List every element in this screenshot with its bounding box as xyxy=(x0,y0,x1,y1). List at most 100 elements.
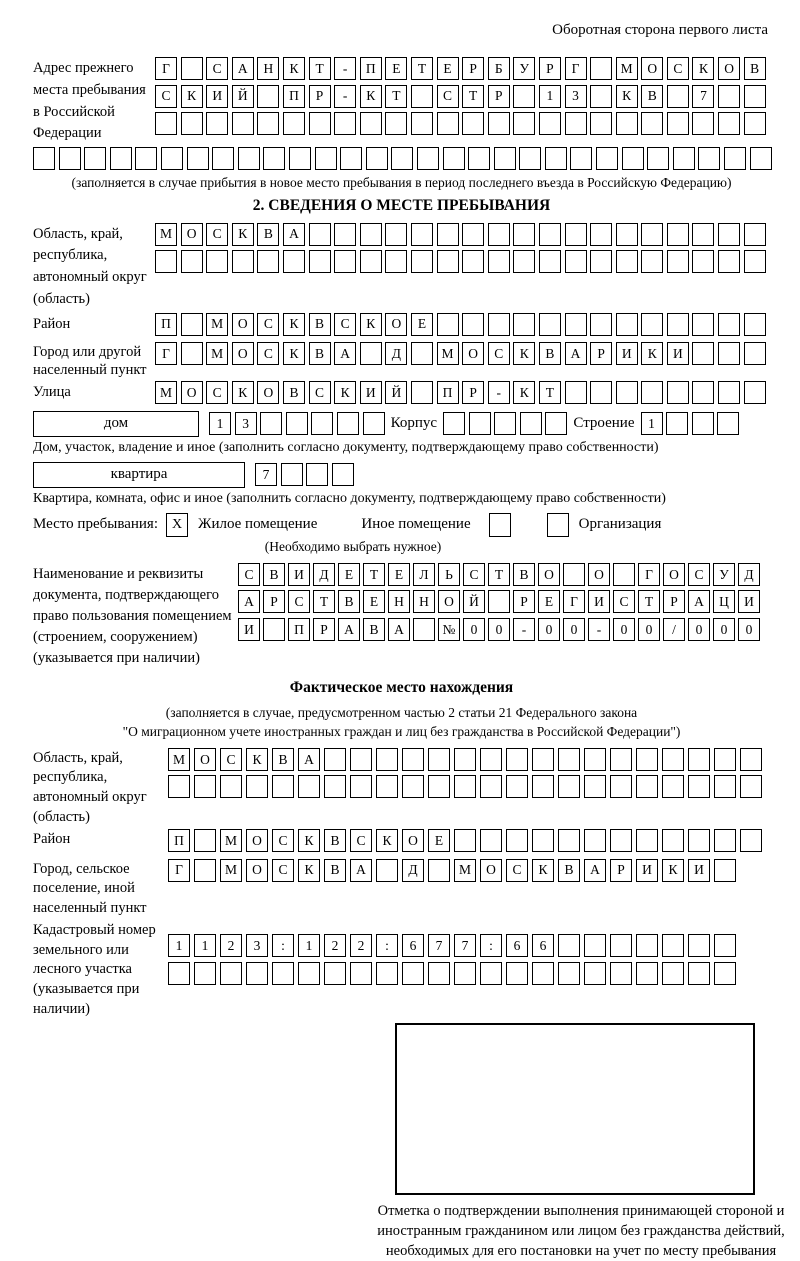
char-box[interactable] xyxy=(688,961,710,985)
char-box[interactable] xyxy=(692,381,715,405)
char-box[interactable] xyxy=(636,934,658,958)
char-box[interactable] xyxy=(692,342,715,365)
char-box[interactable]: С xyxy=(666,57,689,80)
char-box[interactable]: Т xyxy=(363,562,385,586)
char-box[interactable] xyxy=(610,934,632,958)
char-box[interactable] xyxy=(359,112,382,135)
char-box[interactable]: А xyxy=(338,617,360,641)
char-box[interactable] xyxy=(180,57,203,80)
char-box[interactable]: С xyxy=(206,57,229,80)
char-box[interactable]: М xyxy=(155,381,177,405)
char-box[interactable]: О xyxy=(180,381,203,405)
char-box[interactable]: 0 xyxy=(563,617,585,641)
char-box[interactable] xyxy=(436,312,459,336)
char-box[interactable]: А xyxy=(298,747,320,771)
char-box[interactable]: К xyxy=(359,84,382,108)
char-box[interactable]: 6 xyxy=(532,934,554,958)
char-box[interactable] xyxy=(135,147,158,170)
char-box[interactable] xyxy=(743,84,766,108)
char-box[interactable] xyxy=(410,84,433,108)
char-box[interactable] xyxy=(666,84,689,108)
char-box[interactable]: В xyxy=(538,342,561,365)
char-box[interactable]: О xyxy=(231,312,254,336)
char-box[interactable] xyxy=(336,412,359,436)
char-box[interactable] xyxy=(666,312,689,336)
char-box[interactable] xyxy=(692,112,715,135)
char-box[interactable]: И xyxy=(238,617,260,641)
zhiloe-checkbox[interactable]: X xyxy=(166,512,188,537)
char-box[interactable] xyxy=(288,147,311,170)
char-box[interactable]: М xyxy=(454,858,476,882)
char-box[interactable]: Г xyxy=(638,562,660,586)
char-box[interactable] xyxy=(454,829,476,853)
char-box[interactable] xyxy=(692,250,715,273)
char-box[interactable] xyxy=(740,829,762,853)
char-box[interactable] xyxy=(186,147,209,170)
char-box[interactable] xyxy=(311,412,334,436)
char-box[interactable]: Е xyxy=(338,562,360,586)
char-box[interactable]: 0 xyxy=(738,617,760,641)
char-box[interactable] xyxy=(641,222,664,246)
char-box[interactable] xyxy=(513,112,536,135)
char-box[interactable]: Н xyxy=(413,590,435,614)
char-box[interactable] xyxy=(334,250,357,273)
char-box[interactable] xyxy=(666,112,689,135)
char-box[interactable]: Й xyxy=(385,381,408,405)
char-box[interactable]: И xyxy=(636,858,658,882)
char-box[interactable] xyxy=(590,381,613,405)
char-box[interactable] xyxy=(493,147,516,170)
char-box[interactable] xyxy=(672,147,695,170)
char-box[interactable] xyxy=(743,312,766,336)
char-box[interactable] xyxy=(590,112,613,135)
char-box[interactable]: А xyxy=(282,222,305,246)
char-box[interactable] xyxy=(385,112,408,135)
char-box[interactable]: Г xyxy=(155,57,177,80)
char-box[interactable] xyxy=(350,747,372,771)
char-box[interactable] xyxy=(538,222,561,246)
char-box[interactable]: К xyxy=(282,342,305,365)
char-box[interactable]: В xyxy=(308,312,331,336)
char-box[interactable] xyxy=(564,381,587,405)
char-box[interactable]: 7 xyxy=(255,463,277,487)
char-box[interactable] xyxy=(324,747,346,771)
char-box[interactable] xyxy=(246,775,268,799)
char-box[interactable]: А xyxy=(584,858,606,882)
char-box[interactable]: О xyxy=(438,590,460,614)
char-box[interactable]: К xyxy=(692,57,715,80)
char-box[interactable] xyxy=(263,147,286,170)
char-box[interactable]: В xyxy=(338,590,360,614)
char-box[interactable]: С xyxy=(436,84,459,108)
char-box[interactable]: - xyxy=(487,381,510,405)
char-box[interactable]: И xyxy=(738,590,760,614)
char-box[interactable] xyxy=(506,747,528,771)
char-box[interactable]: : xyxy=(480,934,502,958)
char-box[interactable] xyxy=(610,829,632,853)
char-box[interactable] xyxy=(410,112,433,135)
char-box[interactable]: Р xyxy=(308,84,331,108)
char-box[interactable] xyxy=(563,562,585,586)
char-box[interactable]: 7 xyxy=(428,934,450,958)
char-box[interactable]: Р xyxy=(538,57,561,80)
char-box[interactable] xyxy=(584,934,606,958)
char-box[interactable] xyxy=(494,412,517,436)
char-box[interactable] xyxy=(282,250,305,273)
char-box[interactable]: Е xyxy=(538,590,560,614)
char-box[interactable] xyxy=(480,775,502,799)
char-box[interactable] xyxy=(462,312,485,336)
char-box[interactable] xyxy=(280,463,303,487)
char-box[interactable]: К xyxy=(334,381,357,405)
char-box[interactable] xyxy=(590,84,613,108)
char-box[interactable]: К xyxy=(641,342,664,365)
char-box[interactable]: Н xyxy=(257,57,280,80)
char-box[interactable] xyxy=(436,222,459,246)
char-box[interactable]: С xyxy=(688,562,710,586)
char-box[interactable]: О xyxy=(402,829,424,853)
char-box[interactable]: Г xyxy=(168,858,190,882)
char-box[interactable]: О xyxy=(231,342,254,365)
char-box[interactable] xyxy=(109,147,132,170)
char-box[interactable] xyxy=(636,829,658,853)
char-box[interactable] xyxy=(662,934,684,958)
char-box[interactable] xyxy=(584,829,606,853)
char-box[interactable]: М xyxy=(220,858,242,882)
char-box[interactable] xyxy=(596,147,619,170)
